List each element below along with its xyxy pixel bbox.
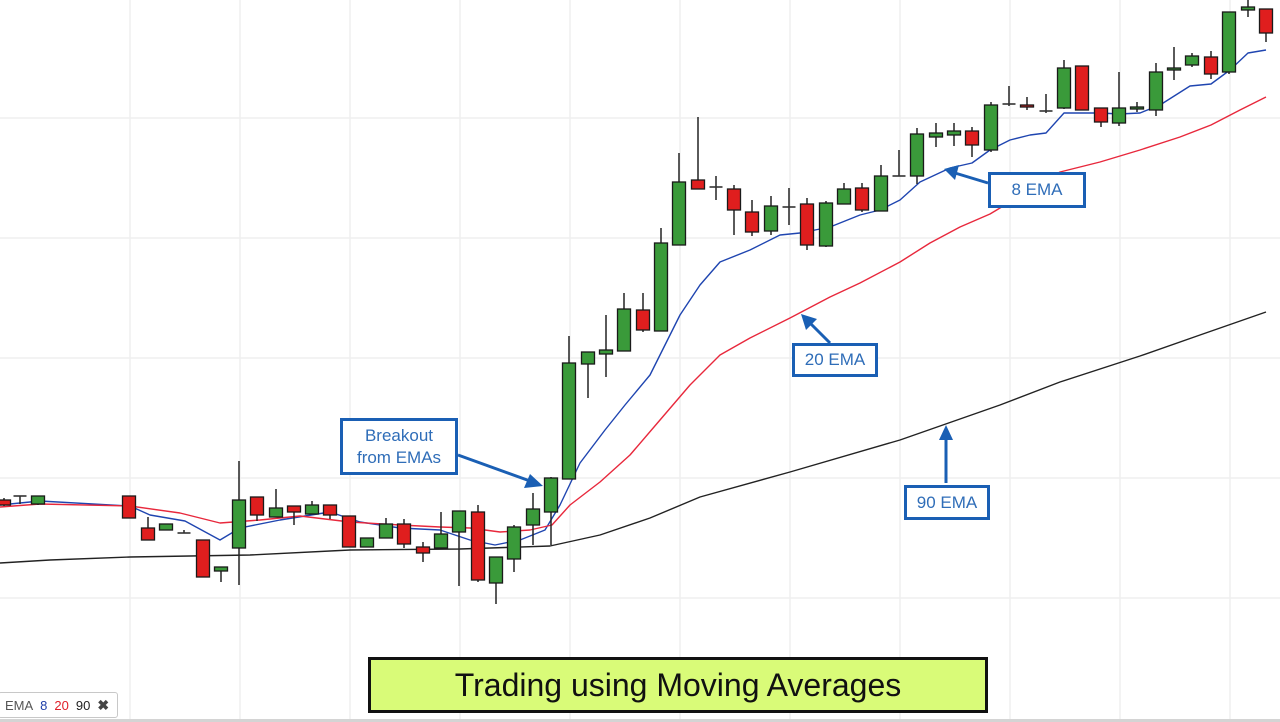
candle (690, 117, 706, 190)
candle (854, 183, 870, 212)
candle (359, 537, 375, 548)
candle (0, 498, 12, 506)
candle (1111, 72, 1127, 126)
candle (1056, 60, 1072, 109)
remove-indicator-close-icon[interactable]: ✖ (97, 696, 110, 713)
ema90-line (0, 311, 1267, 564)
candle (909, 128, 925, 184)
breakout-annotation: Breakout from EMAs (340, 418, 458, 475)
candle (799, 198, 815, 250)
legend-indicator-label: EMA (5, 697, 34, 713)
candle (506, 525, 522, 572)
candle (818, 201, 834, 247)
candle (396, 519, 412, 548)
candle (671, 153, 687, 246)
candle (1184, 53, 1200, 67)
candle (543, 477, 559, 545)
candle (195, 539, 211, 578)
candle (304, 501, 320, 515)
annotation-arrows (457, 165, 989, 488)
candle (470, 505, 486, 582)
ema20-arrow-icon (808, 321, 832, 345)
candle (1240, 0, 1256, 17)
ema8-line (0, 49, 1267, 546)
candle (268, 489, 284, 518)
candle (635, 293, 651, 332)
candle (744, 200, 760, 236)
candle (1221, 11, 1237, 74)
candle (709, 176, 723, 200)
candle (30, 495, 46, 505)
candle (1002, 86, 1016, 106)
candle (782, 188, 796, 225)
legend-period-20: 20 (54, 697, 69, 713)
ema8-arrowhead-icon (944, 165, 959, 180)
candle (1166, 47, 1182, 80)
title-banner-text: Trading using Moving Averages (454, 666, 902, 703)
candles (0, 0, 1274, 604)
candle (1203, 51, 1219, 79)
candle (1039, 94, 1053, 113)
candle (488, 556, 504, 604)
ema20-arrowhead-icon (801, 314, 817, 330)
breakout-arrowhead-icon (524, 474, 543, 488)
candle (946, 123, 962, 146)
candle (415, 542, 431, 562)
candle (158, 523, 174, 531)
breakout-arrow-icon (457, 453, 531, 483)
ema90-arrowhead-icon (939, 425, 953, 440)
candle (1129, 102, 1145, 112)
candle (1258, 8, 1274, 42)
indicator-legend[interactable]: EMA 8 20 90 ✖ (0, 692, 119, 718)
candle (341, 515, 357, 548)
candle (836, 183, 852, 205)
ema90-annotation: 90 EMA (904, 485, 990, 520)
candle (121, 495, 137, 519)
candle (964, 127, 980, 157)
ema-lines (0, 49, 1267, 564)
candle (451, 510, 467, 586)
candle (726, 185, 742, 235)
candle (213, 566, 229, 582)
candle (231, 461, 247, 585)
candle (378, 518, 394, 539)
candle (892, 150, 906, 177)
candle (249, 496, 265, 521)
ema20-annotation-label: 20 EMA (804, 350, 866, 369)
candle (1019, 97, 1035, 110)
ema8-annotation: 8 EMA (988, 172, 1086, 208)
ema8-annotation-label: 8 EMA (1011, 180, 1063, 199)
candle (580, 351, 596, 398)
candle (177, 530, 191, 534)
candle (873, 165, 889, 212)
candle (983, 102, 999, 152)
candle (653, 228, 669, 332)
candle (1148, 63, 1164, 116)
ema8-arrow-icon (954, 171, 989, 185)
candle (322, 504, 338, 519)
candle (763, 196, 779, 235)
candle (13, 495, 27, 504)
title-banner: Trading using Moving Averages (368, 657, 988, 713)
bottom-scrollbar-track[interactable] (0, 719, 1280, 722)
breakout-annotation-line1: Breakout (364, 425, 434, 445)
candle (286, 505, 302, 525)
candle (616, 293, 632, 352)
candle (1093, 107, 1109, 127)
candle (1074, 65, 1090, 111)
candle (561, 336, 577, 480)
ema20-annotation: 20 EMA (792, 343, 878, 377)
candle (140, 517, 156, 541)
legend-period-90: 90 (75, 697, 91, 713)
legend-period-8: 8 (40, 697, 48, 713)
candle (598, 315, 614, 377)
breakout-annotation-line2: from EMAs (356, 447, 442, 467)
candle (928, 123, 944, 147)
candle (525, 493, 541, 545)
ema20-line (0, 96, 1267, 533)
candle (433, 512, 449, 549)
ema90-annotation-label: 90 EMA (916, 492, 978, 512)
